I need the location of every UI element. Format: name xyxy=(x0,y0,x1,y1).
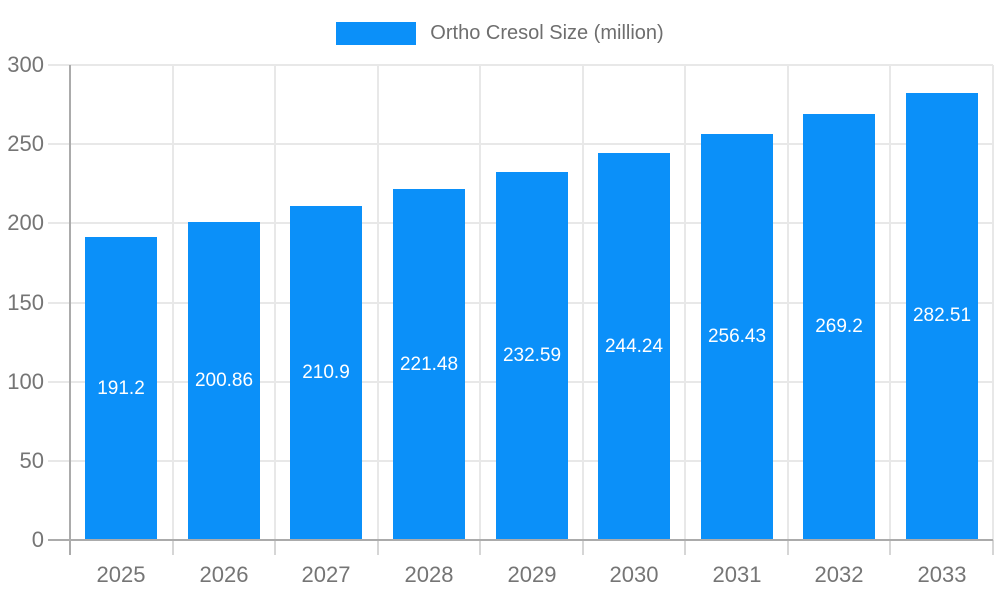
bar[interactable] xyxy=(290,206,362,539)
x-axis-tick-label: 2030 xyxy=(609,562,659,587)
x-axis-tick xyxy=(377,540,379,555)
x-axis-tick xyxy=(889,540,891,555)
y-axis-tick-label: 100 xyxy=(7,369,44,394)
x-gridline xyxy=(377,65,379,540)
bar-value-label: 269.2 xyxy=(815,316,863,337)
bar-value-label: 244.24 xyxy=(604,336,664,357)
x-gridline xyxy=(172,65,174,540)
y-gridline xyxy=(48,64,993,66)
y-axis-tick-label: 200 xyxy=(7,210,44,235)
bar[interactable] xyxy=(803,114,875,539)
x-axis-line xyxy=(48,539,993,541)
y-axis-tick-label: 0 xyxy=(31,527,44,552)
x-axis-tick-label: 2029 xyxy=(507,562,557,587)
y-axis-tick-label: 250 xyxy=(7,131,44,156)
bar-value-label: 200.86 xyxy=(194,370,254,391)
y-gridline xyxy=(48,143,993,145)
x-gridline xyxy=(787,65,789,540)
bar-value-label: 191.2 xyxy=(97,378,145,399)
legend[interactable]: Ortho Cresol Size (million) xyxy=(0,18,1000,48)
x-axis-tick-label: 2027 xyxy=(301,562,351,587)
x-axis-tick-label: 2028 xyxy=(404,562,454,587)
legend-label: Ortho Cresol Size (million) xyxy=(430,21,664,44)
x-axis-tick xyxy=(992,540,994,555)
bar[interactable] xyxy=(496,172,568,539)
x-axis-tick xyxy=(274,540,276,555)
x-axis-tick-label: 2031 xyxy=(712,562,762,587)
bar[interactable] xyxy=(188,222,260,539)
bar[interactable] xyxy=(85,237,157,539)
bar[interactable] xyxy=(393,189,465,539)
bar-value-label: 256.43 xyxy=(707,326,767,347)
bar[interactable] xyxy=(598,153,670,539)
x-axis-tick xyxy=(582,540,584,555)
bar-value-label: 221.48 xyxy=(399,354,459,375)
bar-value-label: 282.51 xyxy=(912,305,972,326)
x-axis-tick xyxy=(787,540,789,555)
x-gridline xyxy=(274,65,276,540)
x-gridline xyxy=(992,65,994,540)
legend-swatch xyxy=(336,21,417,45)
x-gridline xyxy=(889,65,891,540)
y-axis-tick-label: 300 xyxy=(7,52,44,77)
y-axis-tick-label: 50 xyxy=(19,448,44,473)
x-axis-tick-label: 2025 xyxy=(96,562,146,587)
y-axis-tick-label: 150 xyxy=(7,290,44,315)
x-gridline xyxy=(479,65,481,540)
x-axis-tick xyxy=(479,540,481,555)
bar[interactable] xyxy=(701,134,773,539)
bar-value-label: 232.59 xyxy=(502,345,562,366)
y-axis-line xyxy=(69,65,71,555)
x-axis-tick-label: 2032 xyxy=(814,562,864,587)
x-axis-tick-label: 2033 xyxy=(917,562,967,587)
x-gridline xyxy=(684,65,686,540)
bar-value-label: 210.9 xyxy=(302,362,350,383)
x-axis-tick xyxy=(684,540,686,555)
bar[interactable] xyxy=(906,93,978,539)
x-gridline xyxy=(582,65,584,540)
x-axis-tick-label: 2026 xyxy=(199,562,249,587)
x-axis-tick xyxy=(172,540,174,555)
